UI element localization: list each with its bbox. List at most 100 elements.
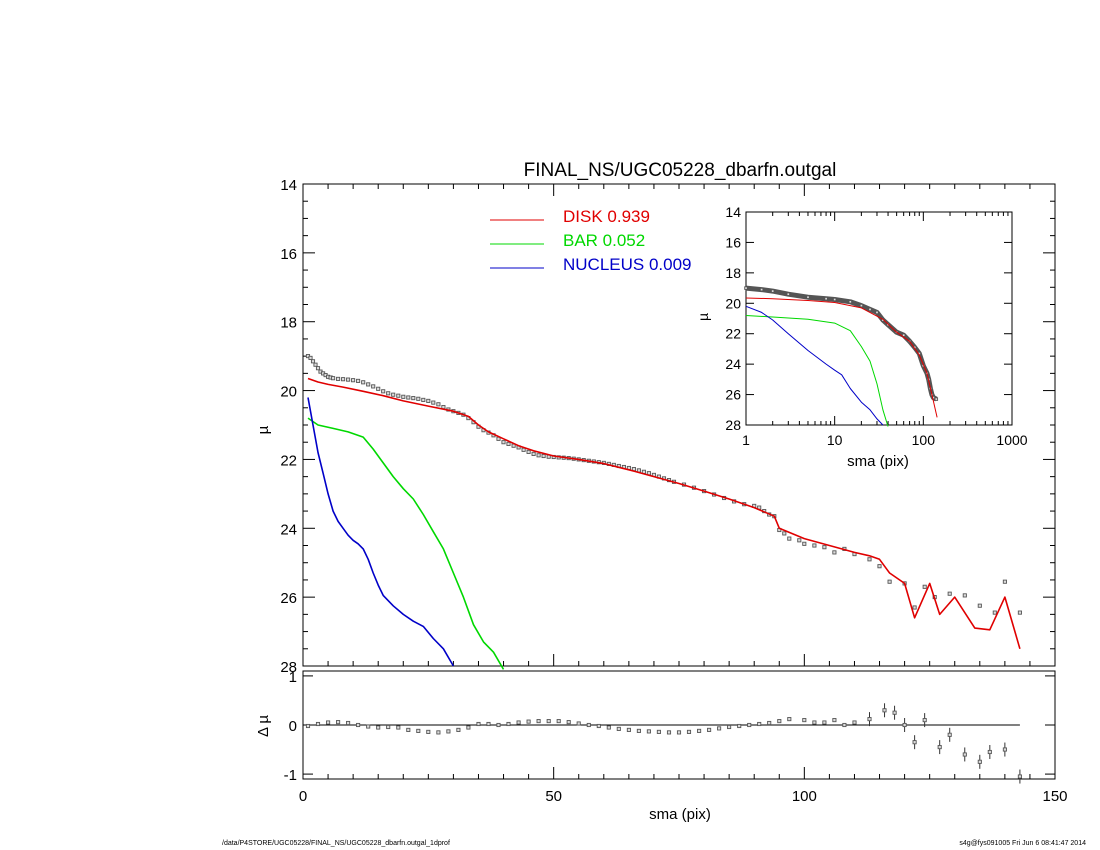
residual-marker xyxy=(867,717,872,722)
inset-data-marker xyxy=(859,303,864,308)
inset-data-marker xyxy=(868,307,872,312)
data-marker xyxy=(371,384,376,389)
x-tick-label: 1 xyxy=(742,432,750,448)
series-line-disk xyxy=(307,377,1021,650)
data-marker xyxy=(977,603,982,608)
y-tick-label: 20 xyxy=(725,295,741,311)
y-tick-label: 16 xyxy=(280,246,297,263)
chart-title: FINAL_NS/UGC05228_dbarfn.outgal xyxy=(524,160,837,181)
series-line-bar xyxy=(307,417,505,670)
data-marker xyxy=(315,366,321,371)
residual-marker xyxy=(802,718,807,723)
residual-marker xyxy=(777,719,782,724)
data-marker xyxy=(426,398,431,403)
x-tick-label: 100 xyxy=(792,788,817,805)
main-profile-plot: 14 16 18 20 22 24 26 28 xyxy=(280,177,1056,676)
data-marker xyxy=(406,395,411,400)
residual-marker xyxy=(832,718,837,723)
data-marker xyxy=(867,557,872,562)
data-marker xyxy=(313,362,318,367)
data-marker xyxy=(501,440,506,445)
data-marker xyxy=(396,393,401,398)
data-marker xyxy=(421,397,426,402)
data-marker xyxy=(336,376,341,381)
residual-marker xyxy=(596,723,601,729)
data-marker xyxy=(341,377,346,382)
residual-marker xyxy=(937,745,942,750)
residual-marker xyxy=(757,721,762,727)
residual-marker xyxy=(326,720,331,725)
residual-marker xyxy=(496,722,501,728)
residual-marker xyxy=(767,720,772,726)
inset-data-marker xyxy=(832,297,837,302)
residual-marker xyxy=(526,719,531,724)
residual-marker xyxy=(1002,747,1007,752)
data-marker xyxy=(887,579,892,584)
data-marker xyxy=(361,380,366,385)
y-tick-label: 28 xyxy=(280,659,297,676)
inset-data-marker xyxy=(786,292,791,296)
data-marker xyxy=(411,396,416,401)
y-tick-label: 26 xyxy=(725,387,741,403)
data-marker xyxy=(797,538,802,543)
data-marker xyxy=(922,584,927,589)
residual-marker xyxy=(626,727,631,732)
residual-marker xyxy=(616,726,621,731)
inset-x-axis-label: sma (pix) xyxy=(847,453,909,470)
residual-marker xyxy=(707,727,712,732)
residual-marker xyxy=(852,720,857,725)
residual-marker xyxy=(546,719,551,724)
data-marker xyxy=(832,550,837,555)
residual-marker xyxy=(366,724,371,729)
y-tick-label: 28 xyxy=(725,417,741,433)
data-marker xyxy=(541,453,546,459)
y-tick-label: 24 xyxy=(725,356,741,372)
inset-series-line-bar xyxy=(745,315,889,427)
residual-marker xyxy=(666,730,672,735)
residual-marker xyxy=(436,730,441,735)
data-marker xyxy=(431,400,436,405)
data-marker xyxy=(376,386,381,391)
residual-marker xyxy=(787,717,792,722)
residual-marker xyxy=(717,726,722,731)
y-tick-label: 26 xyxy=(280,590,297,607)
inset-data-marker xyxy=(901,333,906,337)
residual-marker xyxy=(556,719,561,724)
inset-series-line-disk xyxy=(745,297,938,418)
residual-marker xyxy=(977,759,982,764)
residual-marker xyxy=(987,749,992,755)
data-marker xyxy=(1002,579,1007,584)
data-marker xyxy=(506,441,511,446)
data-marker xyxy=(310,359,316,364)
data-marker xyxy=(782,531,787,536)
residual-marker xyxy=(396,725,401,730)
residual-marker xyxy=(446,729,451,734)
residual-marker xyxy=(336,720,341,725)
residual-marker xyxy=(456,727,461,732)
legend-entry-disk: DISK 0.939 xyxy=(563,207,650,226)
residual-marker xyxy=(476,721,481,727)
residual-marker xyxy=(516,720,521,725)
inset-data-marker xyxy=(759,287,764,292)
residual-marker xyxy=(656,729,661,734)
data-marker xyxy=(401,394,406,399)
y-tick-label: 0 xyxy=(289,718,297,735)
y-tick-label: 24 xyxy=(280,521,297,538)
residual-marker xyxy=(1017,774,1022,779)
data-marker xyxy=(531,451,536,456)
data-marker xyxy=(356,378,361,383)
inset-series-line-nucleus xyxy=(745,305,884,426)
residual-marker xyxy=(386,724,391,730)
data-marker xyxy=(331,376,336,381)
residual-marker xyxy=(892,710,897,715)
residual-marker xyxy=(466,725,471,730)
series-line-nucleus xyxy=(307,397,455,667)
residual-marker xyxy=(676,730,682,735)
inset-data-marker xyxy=(934,397,939,401)
inset-data-marker xyxy=(806,295,810,299)
x-tick-label: 150 xyxy=(1042,788,1067,805)
residual-marker xyxy=(416,728,421,733)
x-tick-label: 1000 xyxy=(996,432,1027,448)
residual-marker xyxy=(576,721,581,726)
